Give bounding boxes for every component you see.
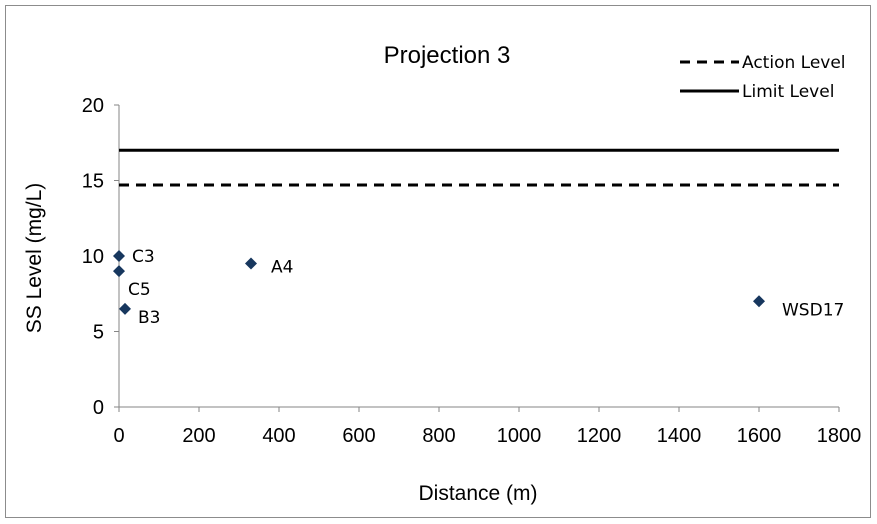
x-tick-label: 200 (182, 425, 215, 447)
x-tick-label: 400 (262, 425, 295, 447)
data-point-label: C3 (132, 247, 155, 267)
x-tick-label: 1200 (577, 425, 622, 447)
y-tick-label: 0 (93, 397, 104, 419)
y-tick-label: 5 (93, 322, 104, 344)
data-point-marker (245, 257, 257, 270)
legend-label: Limit Level (742, 82, 834, 102)
data-point-label: C5 (128, 280, 151, 300)
x-axis-title: Distance (m) (418, 482, 537, 505)
data-point-marker (119, 302, 131, 315)
data-point-label: A4 (271, 258, 293, 278)
plot-area: 0 200 400 600 800 1000 1200 1400 1600 1800 0 5 10 15 2… (82, 95, 862, 447)
x-tick-label: 1000 (497, 425, 542, 447)
y-axis-title: SS Level (mg/L) (23, 183, 46, 334)
legend-label: Action Level (742, 53, 846, 73)
y-tick-label: 10 (82, 246, 104, 268)
data-point-marker (113, 250, 125, 262)
x-tick-label: 1600 (737, 425, 782, 447)
x-tick-label: 0 (113, 425, 124, 447)
chart-title: Projection 3 (384, 42, 511, 69)
y-tick-label: 20 (82, 95, 104, 117)
y-tick-label: 15 (82, 171, 104, 193)
data-point-marker (753, 295, 765, 308)
x-tick-label: 1800 (817, 425, 862, 447)
x-tick-label: 800 (422, 425, 455, 447)
legend: Action Level Limit Level (680, 53, 846, 102)
data-point-marker (113, 265, 125, 278)
x-tick-label: 600 (342, 425, 375, 447)
x-tick-label: 1400 (657, 425, 702, 447)
data-point-label: B3 (138, 308, 160, 328)
data-point-label: WSD17 (782, 300, 844, 320)
